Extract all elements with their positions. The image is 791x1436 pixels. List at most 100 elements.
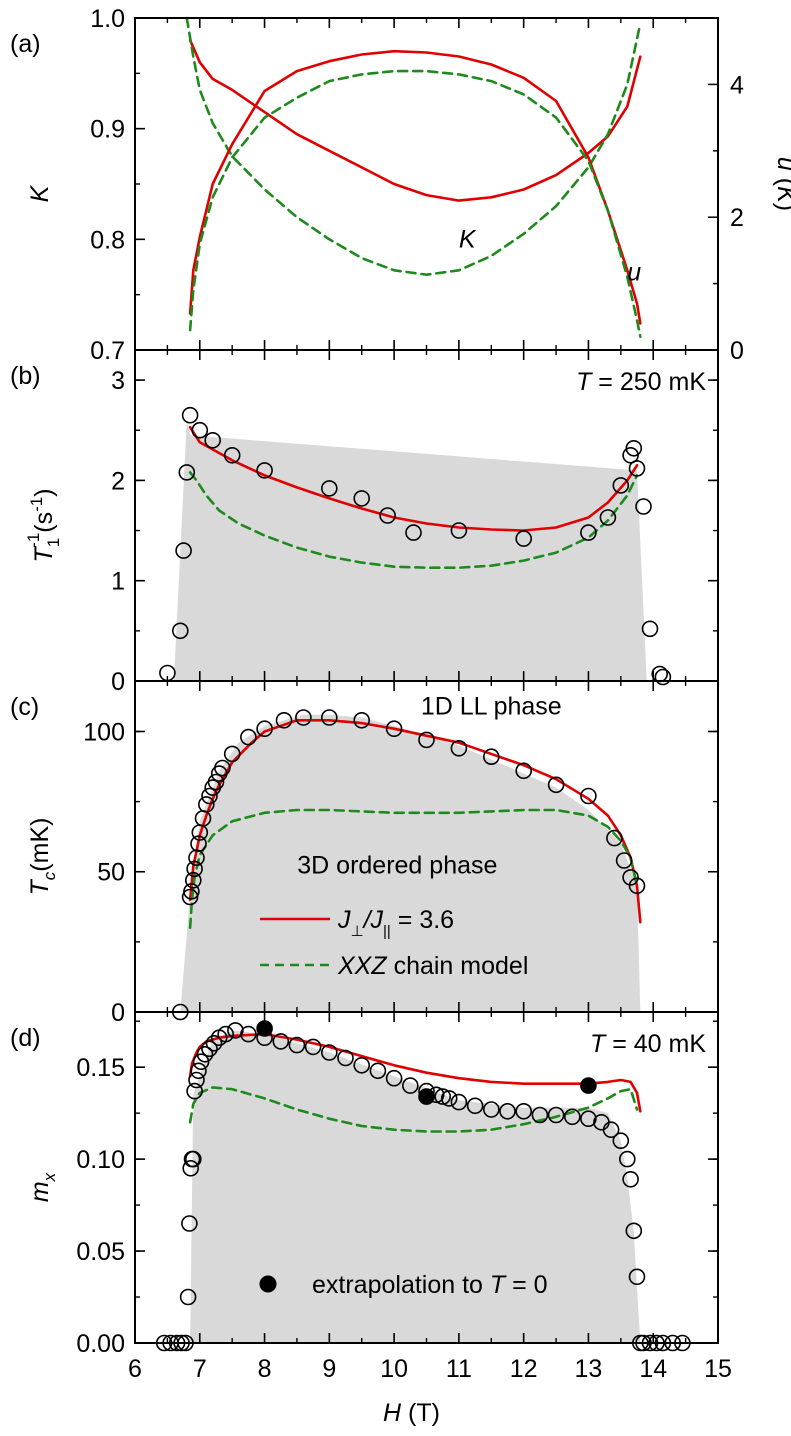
data-point — [622, 1171, 639, 1188]
data-point — [628, 1268, 646, 1286]
legend-filled-circle — [259, 1275, 277, 1293]
data-point — [353, 1057, 371, 1074]
data-point — [179, 1288, 197, 1306]
series-K-red — [188, 38, 642, 202]
series-u-green — [188, 69, 642, 339]
data-point — [515, 762, 533, 780]
extrapolated-point — [580, 1077, 597, 1094]
data-point — [256, 462, 273, 479]
series-u-red — [188, 49, 642, 325]
data-point — [482, 1101, 500, 1118]
y-axis-label: mx — [26, 1172, 59, 1202]
y-axis-label: T1-1(s-1) — [24, 488, 63, 562]
y-axis-label: Tc(mK) — [26, 818, 59, 896]
data-point — [606, 829, 623, 847]
data-point — [599, 509, 617, 526]
data-point — [186, 860, 203, 878]
panel-c: 0 50 100 (c) Tc(mK) 1D LL phase 3D ordered pha… — [10, 680, 719, 1027]
shaded-region-b — [173, 420, 647, 681]
data-point — [635, 498, 652, 515]
data-point — [320, 1044, 338, 1061]
data-point — [450, 739, 468, 757]
extrapolated-point — [256, 1020, 273, 1037]
data-point — [418, 731, 435, 749]
x-tick-label: 14 — [639, 1355, 667, 1383]
data-point — [275, 711, 293, 729]
data-point — [499, 1103, 516, 1120]
x-tick-label: 13 — [575, 1355, 603, 1383]
data-point — [185, 1150, 202, 1168]
y-axis-label: K — [26, 184, 54, 202]
panel-label: (d) — [10, 1024, 41, 1052]
series-green — [188, 1086, 639, 1133]
data-point — [295, 709, 312, 726]
series-K-green — [185, 16, 642, 277]
data-point — [625, 1222, 643, 1240]
data-point — [379, 507, 396, 524]
x-tick-label: 6 — [128, 1355, 142, 1383]
y-tick-label: 0.7 — [90, 337, 125, 365]
y2-tick-label: 4 — [730, 71, 744, 99]
data-point — [466, 1097, 484, 1115]
data-point — [625, 439, 643, 457]
data-point — [622, 869, 639, 886]
y-tick-label: 2 — [111, 467, 125, 495]
data-point — [482, 748, 500, 766]
data-point — [201, 787, 218, 805]
panel-b: 0 1 2 3 (b) T1-1(s-1) T = 250 mK — [10, 349, 719, 696]
y2-tick-label: 2 — [730, 204, 744, 232]
data-point — [618, 1150, 636, 1168]
data-point — [256, 720, 273, 738]
data-point — [175, 542, 192, 559]
shaded-region-c — [180, 714, 641, 1012]
panel-label: (b) — [10, 362, 41, 390]
data-point — [615, 852, 633, 869]
data-point — [563, 1108, 581, 1126]
y2-tick-label: 0 — [730, 337, 744, 365]
data-point — [531, 1106, 549, 1124]
y-tick-label: 0.15 — [76, 1054, 125, 1082]
data-point — [201, 1040, 218, 1058]
panel-label: (c) — [10, 693, 39, 721]
y-tick-label: 0.10 — [76, 1146, 125, 1174]
data-point — [353, 490, 371, 507]
y-tick-label: 0.05 — [76, 1238, 125, 1266]
data-point — [580, 1110, 597, 1127]
y2-axis-label: u (K) — [772, 157, 791, 211]
data-point — [602, 1121, 620, 1138]
data-point — [515, 1103, 533, 1120]
data-point — [450, 1093, 468, 1111]
data-point — [214, 759, 231, 777]
legend-label-green: XXZ chain model — [337, 952, 528, 980]
y-tick-label: 3 — [111, 367, 125, 395]
panel-a: 0.7 0.8 0.9 1.0 0 2 4 (a) Ku (K) Ku — [10, 5, 791, 365]
data-point — [185, 871, 202, 889]
y-tick-label: 0.9 — [90, 116, 125, 144]
data-point — [181, 406, 199, 424]
data-point — [641, 620, 659, 638]
data-point — [612, 1132, 630, 1149]
x-tick-label: 9 — [322, 1355, 336, 1383]
data-point — [204, 431, 221, 449]
data-point — [337, 1049, 354, 1067]
data-point — [198, 796, 215, 813]
data-point — [385, 720, 403, 738]
data-point — [385, 1069, 403, 1087]
data-point — [440, 1090, 458, 1107]
y-tick-label: 0.00 — [76, 1330, 125, 1358]
data-point — [188, 1071, 205, 1089]
data-point — [223, 745, 241, 763]
data-point — [628, 877, 646, 895]
x-tick-label: 15 — [704, 1355, 732, 1383]
data-point — [240, 1025, 257, 1043]
annotation-K: K — [459, 225, 477, 253]
x-tick-label: 8 — [258, 1355, 272, 1383]
data-point — [240, 728, 257, 746]
data-point — [547, 1106, 565, 1124]
x-tick-label: 12 — [510, 1355, 538, 1383]
data-point — [190, 835, 207, 853]
data-point — [190, 1062, 207, 1080]
panel-d: 0.00 0.05 0.10 0.15 (d) 6 7 8 9 10 11 12 13 14 15 H (T)… — [10, 1011, 732, 1427]
data-point — [405, 524, 422, 541]
